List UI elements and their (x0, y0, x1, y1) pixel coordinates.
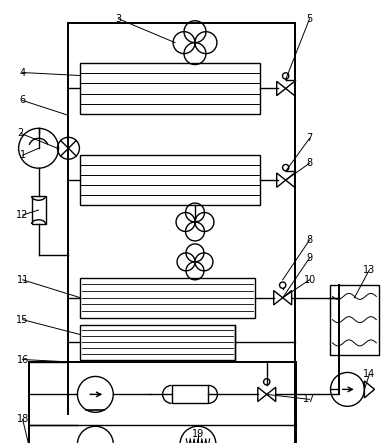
Bar (31, 196, 45, 224)
Bar (171, 385, 208, 403)
Bar (29, 362, 296, 444)
Text: 3: 3 (115, 14, 121, 24)
Text: 17: 17 (303, 394, 316, 404)
Text: 4: 4 (19, 67, 26, 78)
Text: 6: 6 (19, 95, 26, 105)
Bar (80, 325, 235, 360)
Text: 14: 14 (363, 369, 376, 380)
Text: 15: 15 (16, 315, 29, 325)
Text: 12: 12 (16, 210, 29, 220)
Text: 8: 8 (307, 235, 313, 245)
Text: 16: 16 (17, 354, 29, 365)
Text: 8: 8 (307, 158, 313, 168)
Text: 18: 18 (17, 414, 29, 424)
Text: 9: 9 (307, 253, 313, 263)
Text: 5: 5 (307, 14, 313, 24)
Text: 19: 19 (192, 429, 204, 439)
Bar (80, 155, 260, 205)
Text: 1: 1 (19, 150, 26, 160)
Text: 2: 2 (17, 128, 24, 139)
Bar (80, 63, 260, 115)
Text: 10: 10 (303, 275, 316, 285)
Text: 13: 13 (363, 265, 376, 275)
Text: 7: 7 (307, 133, 313, 143)
Bar (329, 285, 379, 354)
Bar (80, 278, 255, 317)
Text: 11: 11 (17, 275, 29, 285)
